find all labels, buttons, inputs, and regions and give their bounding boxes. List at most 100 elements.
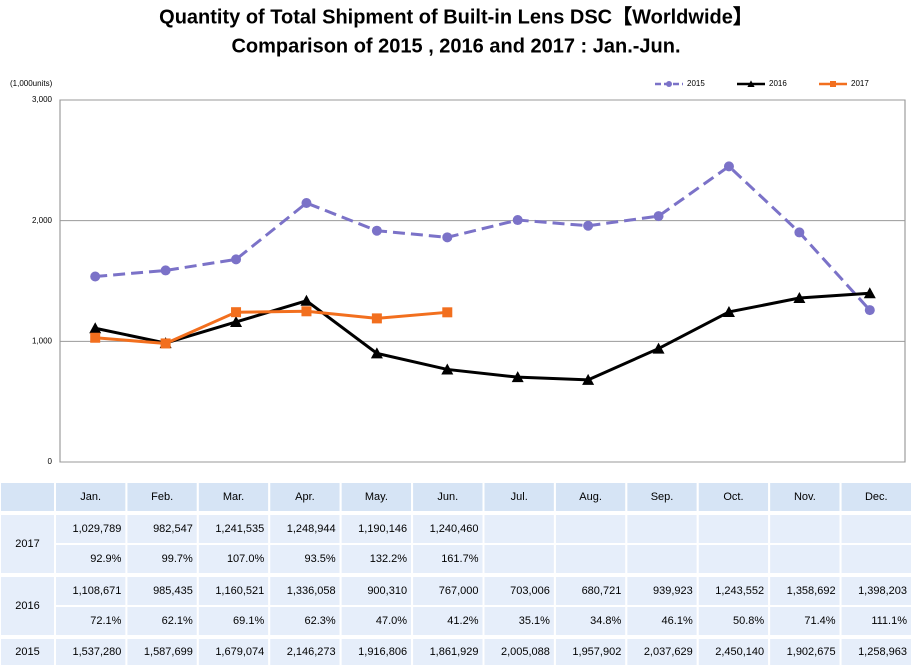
table-header: Jul. <box>511 491 528 503</box>
table-percent: 34.8% <box>590 615 621 627</box>
point <box>511 371 524 383</box>
table-percent: 111.1% <box>871 615 907 627</box>
table-cell <box>482 513 556 545</box>
point <box>512 215 523 226</box>
table-cell <box>125 481 199 513</box>
table-percent: 50.8% <box>733 615 764 627</box>
point <box>864 305 875 316</box>
table-value: 1,243,552 <box>715 585 764 597</box>
table-percent: 92.9% <box>90 553 121 565</box>
table-cell <box>339 575 414 607</box>
table-value: 1,336,058 <box>287 585 336 597</box>
plot-frame <box>59 99 906 463</box>
table-header: Oct. <box>723 491 743 503</box>
table-cell <box>625 543 699 575</box>
table-cell <box>839 543 913 575</box>
table-value: 1,537,280 <box>72 646 121 658</box>
point <box>231 307 242 318</box>
table-value: 1,160,521 <box>215 585 264 597</box>
table-percent: 107.0% <box>227 553 265 565</box>
table-cell <box>196 605 271 637</box>
chart-subtitle: Comparison of 2015 , 2016 and 2017 : Jan… <box>231 35 680 57</box>
series-line <box>95 309 448 345</box>
point <box>722 305 735 317</box>
table-value: 1,240,460 <box>430 523 479 535</box>
table-cell <box>482 543 556 575</box>
table-cell <box>196 575 271 607</box>
table-cell <box>839 637 913 667</box>
table-value: 767,000 <box>439 585 479 597</box>
point <box>371 225 382 236</box>
table-percent: 93.5% <box>304 553 335 565</box>
point <box>160 338 171 349</box>
table-header: Jan. <box>80 491 101 503</box>
legend-marker <box>747 80 755 87</box>
table-percent: 46.1% <box>662 615 693 627</box>
table-cell <box>768 575 842 607</box>
table-cell <box>196 543 271 575</box>
table-cell <box>411 605 485 637</box>
point <box>723 161 734 172</box>
table-percent: 161.7% <box>441 553 479 565</box>
table-cell <box>553 481 628 513</box>
table-cell <box>125 513 199 545</box>
point <box>863 287 876 299</box>
table-cell <box>768 481 842 513</box>
table-cell <box>268 513 342 545</box>
y-tick-label: 3,000 <box>32 95 53 104</box>
table-cell <box>768 543 842 575</box>
point <box>653 211 664 222</box>
table-percent: 99.7% <box>162 553 193 565</box>
point <box>300 294 313 306</box>
table-cell <box>268 637 342 667</box>
table-cell <box>339 543 414 575</box>
table-cell <box>696 481 771 513</box>
table-percent: 62.1% <box>162 615 193 627</box>
table-cell <box>0 575 56 637</box>
table-cell <box>553 513 628 545</box>
point <box>370 347 383 359</box>
table-cell <box>482 637 556 667</box>
table-percent: 41.2% <box>447 615 478 627</box>
table-cell <box>839 513 913 545</box>
legend-label: 2015 <box>687 79 705 88</box>
table-percent: 71.4% <box>804 615 835 627</box>
table-value: 680,721 <box>582 585 622 597</box>
point <box>89 322 102 334</box>
table-value: 1,029,789 <box>72 523 121 535</box>
series-line <box>94 291 870 382</box>
table-header: Jun. <box>437 491 458 503</box>
table-cell <box>839 481 913 513</box>
table-cell <box>625 637 699 667</box>
table-value: 1,902,675 <box>787 646 836 658</box>
table-cell <box>411 543 485 575</box>
point <box>90 332 101 343</box>
table-value: 2,005,088 <box>501 646 550 658</box>
table-cell <box>125 543 199 575</box>
table-header: May. <box>365 491 388 503</box>
table-cell <box>125 605 199 637</box>
point <box>583 220 594 231</box>
table-cell <box>625 513 699 545</box>
table-cell <box>54 575 128 607</box>
table-value: 1,398,203 <box>858 585 907 597</box>
table-value: 1,190,146 <box>358 523 407 535</box>
point <box>301 306 312 317</box>
point <box>794 227 805 238</box>
y-axis-label: (1,000units) <box>10 79 53 88</box>
point <box>301 198 312 209</box>
table-cell <box>54 481 128 513</box>
table-value: 1,587,699 <box>144 646 193 658</box>
row-label: 2015 <box>15 646 39 658</box>
point <box>442 232 453 243</box>
point <box>442 307 453 318</box>
table-value: 982,547 <box>153 523 193 535</box>
table-header: Sep. <box>651 491 674 503</box>
table-value: 1,861,929 <box>430 646 479 658</box>
table-value: 1,258,963 <box>858 646 907 658</box>
table-cell <box>696 543 771 575</box>
table-value: 2,146,273 <box>287 646 336 658</box>
table-cell <box>411 575 485 607</box>
table-header: Mar. <box>223 491 244 503</box>
